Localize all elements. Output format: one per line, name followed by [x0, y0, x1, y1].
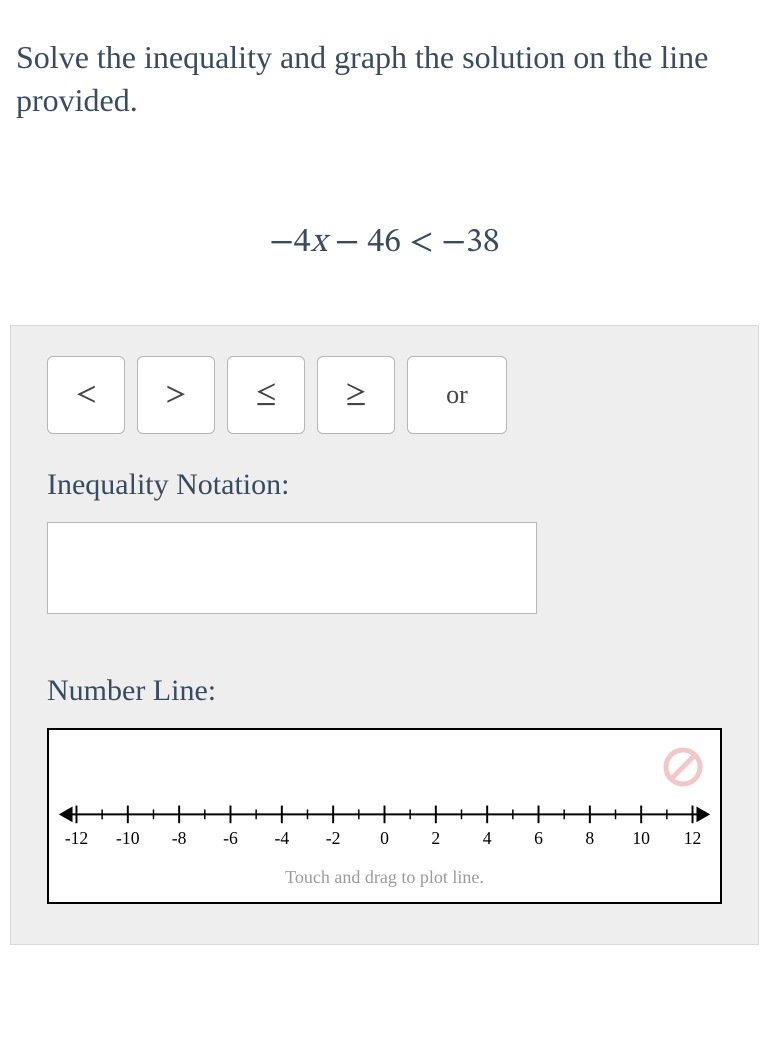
no-entry-icon [662, 746, 704, 788]
inequality-notation-input[interactable] [47, 522, 537, 614]
eq-lhs-const: − 46 [327, 226, 401, 260]
svg-text:4: 4 [483, 828, 492, 848]
number-line-axis[interactable]: -12 -10 -8 -6 -4 -2 0 2 4 6 8 10 12 [49, 802, 720, 864]
svg-text:2: 2 [431, 828, 440, 848]
svg-text:-2: -2 [326, 828, 341, 848]
inequality-notation-label: Inequality Notation: [47, 468, 722, 502]
svg-text:6: 6 [534, 828, 543, 848]
answer-panel: < > ≤ ≥ or Inequality Notation: Number L… [10, 325, 759, 945]
svg-text:12: 12 [684, 828, 702, 848]
svg-text:-10: -10 [116, 828, 140, 848]
plot-hint: Touch and drag to plot line. [49, 867, 720, 888]
eq-lhs-coeff: −4 [269, 226, 310, 260]
ge-button[interactable]: ≥ [317, 356, 395, 434]
or-button[interactable]: or [407, 356, 507, 434]
eq-rhs: −38 [442, 226, 500, 260]
lt-button[interactable]: < [47, 356, 125, 434]
gt-button[interactable]: > [137, 356, 215, 434]
reset-button[interactable] [662, 746, 704, 788]
svg-text:-12: -12 [65, 828, 89, 848]
symbol-row: < > ≤ ≥ or [47, 356, 722, 434]
eq-operator: < [401, 226, 441, 260]
number-line-label: Number Line: [47, 674, 722, 708]
svg-text:-6: -6 [223, 828, 238, 848]
svg-text:10: 10 [632, 828, 650, 848]
svg-text:8: 8 [585, 828, 594, 848]
svg-text:-4: -4 [274, 828, 289, 848]
svg-text:0: 0 [380, 828, 389, 848]
inequality-equation: −4x − 46 < −38 [0, 132, 769, 325]
problem-prompt: Solve the inequality and graph the solut… [0, 0, 769, 132]
number-line-box[interactable]: -12 -10 -8 -6 -4 -2 0 2 4 6 8 10 12 Touch and drag t… [47, 728, 722, 904]
eq-variable: x [311, 226, 327, 260]
le-button[interactable]: ≤ [227, 356, 305, 434]
svg-text:-8: -8 [172, 828, 187, 848]
